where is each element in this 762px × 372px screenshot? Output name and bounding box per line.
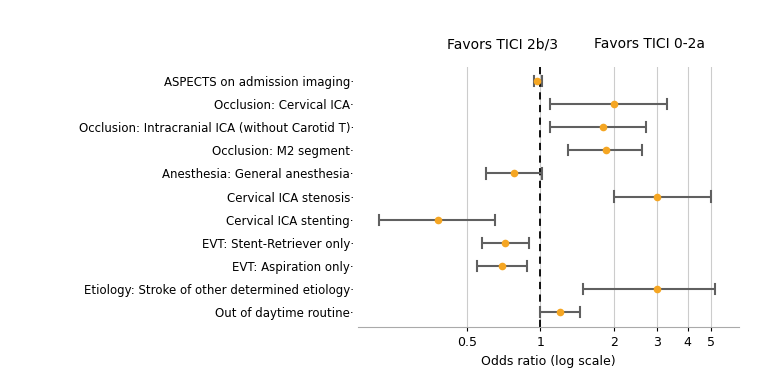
Text: Favors TICI 0-2a: Favors TICI 0-2a <box>594 37 705 51</box>
Text: Favors TICI 2b/3: Favors TICI 2b/3 <box>447 37 558 51</box>
X-axis label: Odds ratio (log scale): Odds ratio (log scale) <box>482 355 616 368</box>
